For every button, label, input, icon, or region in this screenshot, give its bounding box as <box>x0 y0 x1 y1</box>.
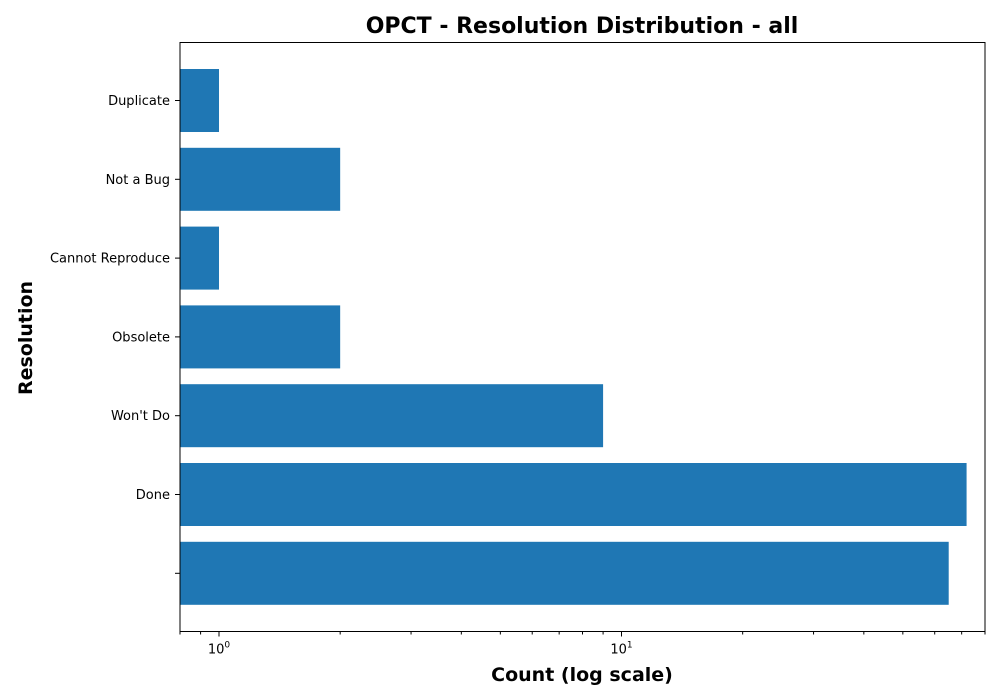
x-tick-label: 101 <box>610 641 632 658</box>
y-tick-label: Not a Bug <box>106 173 170 188</box>
y-tick-label: Duplicate <box>108 94 170 109</box>
y-tick-label: Won't Do <box>111 409 170 424</box>
x-tick-label: 100 <box>208 641 231 658</box>
x-axis-ticks: 100 101 <box>179 631 986 658</box>
bar-duplicate <box>180 69 220 132</box>
bar-cannot-reproduce <box>180 226 220 290</box>
plot-frame <box>179 42 986 632</box>
chart-title: OPCT - Resolution Distribution - all <box>366 14 799 39</box>
bar-not-a-bug <box>180 147 341 211</box>
bar-obsolete <box>180 305 341 369</box>
y-tick-label: Obsolete <box>112 330 170 345</box>
y-axis-label: Resolution <box>15 281 37 395</box>
bars-group <box>180 69 967 605</box>
y-tick-label: Cannot Reproduce <box>50 252 170 267</box>
y-tick-label: Done <box>136 488 170 503</box>
bar-won-t-do <box>180 384 604 448</box>
bar-done <box>180 463 967 526</box>
x-axis-label: Count (log scale) <box>491 664 673 686</box>
y-axis-ticks: Duplicate Not a Bug Cannot Reproduce Obsole… <box>50 94 180 574</box>
bar-unlabeled <box>180 541 949 605</box>
